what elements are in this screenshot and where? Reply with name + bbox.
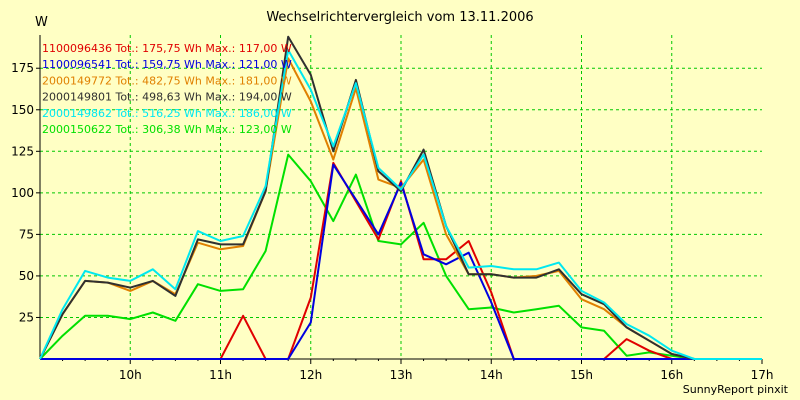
legend-entry-2000149801: 2000149801 Tot.: 498,63 Wh Max.: 194,00 … — [42, 91, 292, 104]
series-line-2000149801 — [39, 35, 762, 360]
x-tick-label: 14h — [480, 368, 503, 382]
legend-entry-1100096436: 1100096436 Tot.: 175,75 Wh Max.: 117,00 … — [42, 42, 292, 55]
series-line-2000150622 — [39, 153, 762, 360]
y-tick-label: 150 — [11, 103, 34, 117]
y-axis-unit-label: W — [35, 15, 48, 30]
y-tick-label: 175 — [11, 61, 34, 75]
y-tick-label: 125 — [11, 144, 34, 158]
legend-entry-1100096541: 1100096541 Tot.: 159,75 Wh Max.: 121,00 … — [42, 58, 292, 71]
x-tick-label: 16h — [660, 368, 683, 382]
series-line-1100096541 — [40, 163, 762, 360]
y-tick-label: 50 — [19, 269, 34, 283]
legend-entry-2000149772: 2000149772 Tot.: 482,75 Wh Max.: 181,00 … — [42, 74, 292, 87]
y-tick-label: 100 — [11, 186, 34, 200]
series-line-2000149862 — [39, 49, 762, 360]
x-tick-label: 10h — [119, 368, 142, 382]
y-tick-label: 25 — [19, 310, 34, 324]
credit-label: SunnyReport pinxit — [682, 383, 788, 396]
chart-title: Wechselrichtervergleich vom 13.11.2006 — [266, 10, 534, 25]
legend-entry-2000150622: 2000150622 Tot.: 306,38 Wh Max.: 123,00 … — [42, 123, 292, 136]
x-tick-label: 15h — [570, 368, 593, 382]
x-tick-label: 11h — [209, 368, 232, 382]
x-tick-label: 17h — [751, 368, 774, 382]
x-tick-label: 12h — [299, 368, 322, 382]
legend-entry-2000149862: 2000149862 Tot.: 516,25 Wh Max.: 186,00 … — [42, 107, 292, 120]
x-tick-label: 13h — [390, 368, 413, 382]
y-tick-label: 75 — [19, 227, 34, 241]
